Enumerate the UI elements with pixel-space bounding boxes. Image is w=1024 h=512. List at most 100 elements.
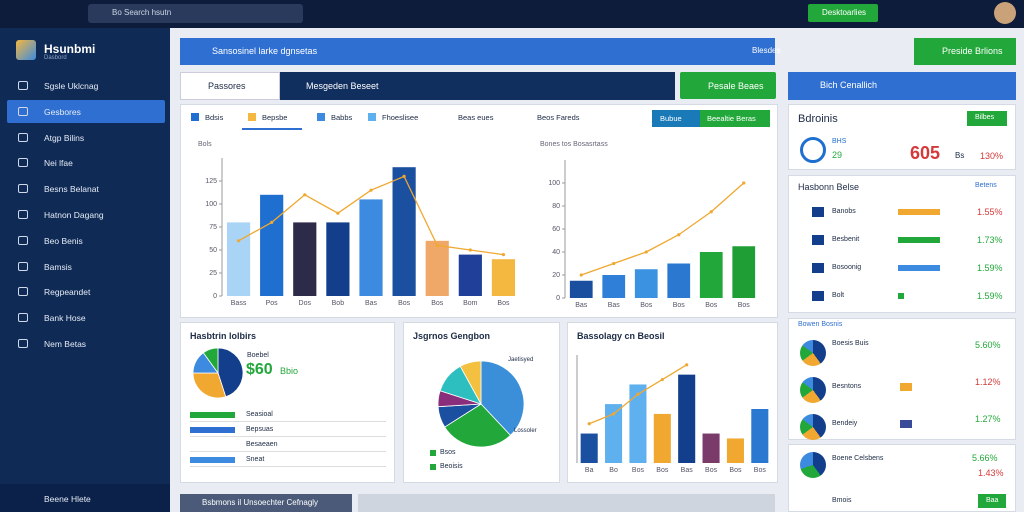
line-point	[369, 188, 373, 192]
row-bar	[190, 412, 235, 418]
toolbar-button[interactable]	[680, 72, 776, 99]
menu-item[interactable]: Hatnon Dagang	[44, 210, 104, 220]
line-point	[612, 261, 616, 266]
header-button[interactable]	[914, 38, 1016, 65]
bar	[699, 252, 723, 298]
row-bar	[898, 293, 904, 299]
button-label[interactable]: Beealtie Beras	[707, 114, 756, 123]
tab-label[interactable]: Mesgeden Beseet	[306, 81, 379, 91]
menu-item[interactable]: Besns Belanat	[44, 184, 99, 195]
stat-value: 29	[832, 150, 843, 160]
chart-title: Bols	[198, 141, 212, 148]
line-point	[303, 193, 307, 197]
button-label[interactable]: Baa	[986, 497, 999, 504]
pie-slice	[217, 347, 244, 398]
y-tick-label: 125	[205, 178, 217, 185]
search-input[interactable]: Bo Search hsutn	[112, 8, 172, 17]
bar	[653, 413, 671, 463]
top-button-label[interactable]: Desktoarlies	[822, 8, 867, 17]
row-label: Besntons	[832, 383, 862, 390]
pie-slice	[459, 360, 482, 405]
menu-item[interactable]: Bank Hose	[44, 313, 86, 324]
bar	[634, 269, 658, 298]
line	[581, 182, 745, 276]
menu-item[interactable]: Regpeandet	[44, 287, 91, 298]
menu-item[interactable]: Nem Betas	[44, 339, 87, 349]
pie-slice	[480, 360, 525, 436]
menu-icon	[18, 235, 28, 245]
panel-btn2[interactable]	[700, 110, 770, 127]
chart-title: Bones tos Bosasrtass	[540, 141, 608, 148]
tab-label[interactable]: Babbs	[331, 113, 353, 122]
legend-swatch	[430, 450, 436, 456]
menu-icon	[18, 184, 28, 194]
tab-label[interactable]: Beas eues	[458, 113, 494, 122]
pie-label: Lossoler	[514, 428, 537, 434]
line-point	[677, 233, 681, 237]
row-label: Besaeaen	[246, 441, 278, 448]
big-unit: Bbio	[280, 366, 299, 376]
x-tick-label: Bos	[673, 302, 686, 309]
y-tick-label: 0	[556, 295, 560, 302]
line-point	[685, 363, 689, 367]
tab-icon	[444, 113, 452, 121]
row-label: Bendeiy	[832, 420, 858, 427]
bar	[226, 222, 251, 296]
tab1[interactable]	[180, 72, 280, 100]
tab-label[interactable]: Beos Fareds	[537, 113, 580, 122]
row-line	[190, 436, 386, 437]
x-tick-label: Bos	[497, 300, 510, 307]
menu-icon	[18, 158, 28, 168]
x-tick-label: Bas	[575, 302, 588, 309]
x-tick-label: Dos	[299, 300, 312, 307]
x-tick-label: Bos	[729, 467, 742, 474]
right-btn[interactable]	[967, 111, 1007, 126]
section-link[interactable]: Betens	[975, 182, 997, 189]
tab-label[interactable]: Bepsbe	[262, 113, 288, 122]
tab-label[interactable]: Bdsis	[205, 113, 224, 122]
button-label[interactable]: Bilbes	[975, 114, 995, 121]
x-tick-label: Bos	[705, 302, 718, 309]
row-pie	[800, 414, 826, 440]
x-tick-label: Bo	[609, 467, 618, 474]
toolbar-button-label[interactable]: Pesale Beaes	[708, 81, 764, 91]
section-title: Bowen Bosnis	[798, 321, 843, 328]
header-button-label[interactable]: Preside Brlions	[942, 46, 1003, 56]
big-pct: 130%	[980, 151, 1004, 161]
menu-icon	[18, 313, 28, 323]
tab-icon	[248, 113, 256, 121]
menu-item[interactable]: Gesbores	[44, 106, 81, 117]
row-label: Bosoonig	[832, 264, 862, 271]
sidebar-footer	[0, 484, 170, 512]
foot-btn[interactable]	[978, 494, 1006, 508]
row-pct: 1.12%	[975, 377, 1001, 387]
line-point	[587, 422, 591, 426]
panel-btn1[interactable]	[652, 110, 700, 127]
line-point	[435, 243, 439, 247]
menu-item[interactable]: Beo Benis	[44, 235, 83, 246]
legend-swatch	[430, 464, 436, 470]
tab-label[interactable]: Passores	[208, 81, 246, 91]
button-label[interactable]: Bubue	[660, 114, 682, 123]
line-point	[636, 392, 640, 396]
row-pct: 1.73%	[977, 235, 1003, 245]
row-pct: 1.59%	[977, 291, 1003, 301]
y-tick-label: 20	[552, 272, 560, 279]
y-tick-label: 25	[209, 270, 217, 277]
y-tick-label: 60	[552, 226, 560, 233]
pie-slice	[202, 347, 219, 375]
top-button[interactable]	[808, 4, 878, 22]
bar	[667, 263, 691, 298]
bar	[702, 433, 720, 463]
x-tick-label: Ba	[585, 467, 594, 474]
menu-item[interactable]: Bamsis	[44, 261, 72, 272]
tab-label[interactable]: Fhoeslisee	[382, 113, 419, 122]
menu-item[interactable]: Sgsle Uklcnag	[44, 81, 99, 91]
menu-item[interactable]: Atgp Bilins	[44, 132, 85, 143]
line-point	[644, 250, 648, 254]
x-tick-label: Bob	[332, 300, 345, 307]
bar	[726, 438, 744, 463]
sidebar-footer-label[interactable]: Beene Hlete	[44, 494, 91, 504]
menu-item[interactable]: Nei lfae	[44, 158, 73, 169]
